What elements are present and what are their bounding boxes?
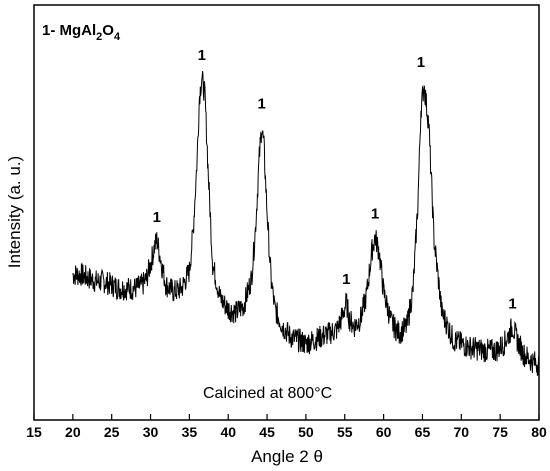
x-tick-label: 65 <box>415 424 431 440</box>
x-tick-label: 15 <box>26 424 42 440</box>
x-tick-label: 35 <box>182 424 198 440</box>
x-tick-label: 20 <box>65 424 81 440</box>
xrd-pattern-line <box>72 71 540 377</box>
legend-label: 1- MgAl2O4 <box>42 22 121 43</box>
x-tick-label: 80 <box>531 424 547 440</box>
x-tick-label: 45 <box>259 424 275 440</box>
x-axis-ticks: 15 20 25 30 35 40 45 50 55 60 65 70 75 80 <box>26 414 547 440</box>
plot-frame <box>33 4 540 421</box>
peak-label: 1 <box>417 54 425 71</box>
peak-label: 1 <box>153 209 161 226</box>
y-axis-label: Intensity (a. u.) <box>5 156 24 268</box>
peak-label: 1 <box>342 271 350 288</box>
peak-markers: 1 1 1 1 1 1 1 <box>153 47 517 312</box>
calcination-annotation: Calcined at 800°C <box>203 385 332 402</box>
peak-label: 1 <box>508 295 516 312</box>
x-tick-label: 75 <box>492 424 508 440</box>
peak-label: 1 <box>371 206 379 223</box>
x-tick-label: 50 <box>298 424 314 440</box>
peak-label: 1 <box>257 95 265 112</box>
x-axis-label: Angle 2 θ <box>251 447 323 466</box>
x-tick-label: 70 <box>454 424 470 440</box>
x-tick-label: 30 <box>143 424 159 440</box>
x-tick-label: 55 <box>337 424 353 440</box>
x-tick-label: 25 <box>104 424 120 440</box>
x-tick-label: 60 <box>376 424 392 440</box>
x-tick-label: 40 <box>220 424 236 440</box>
peak-label: 1 <box>198 47 206 64</box>
